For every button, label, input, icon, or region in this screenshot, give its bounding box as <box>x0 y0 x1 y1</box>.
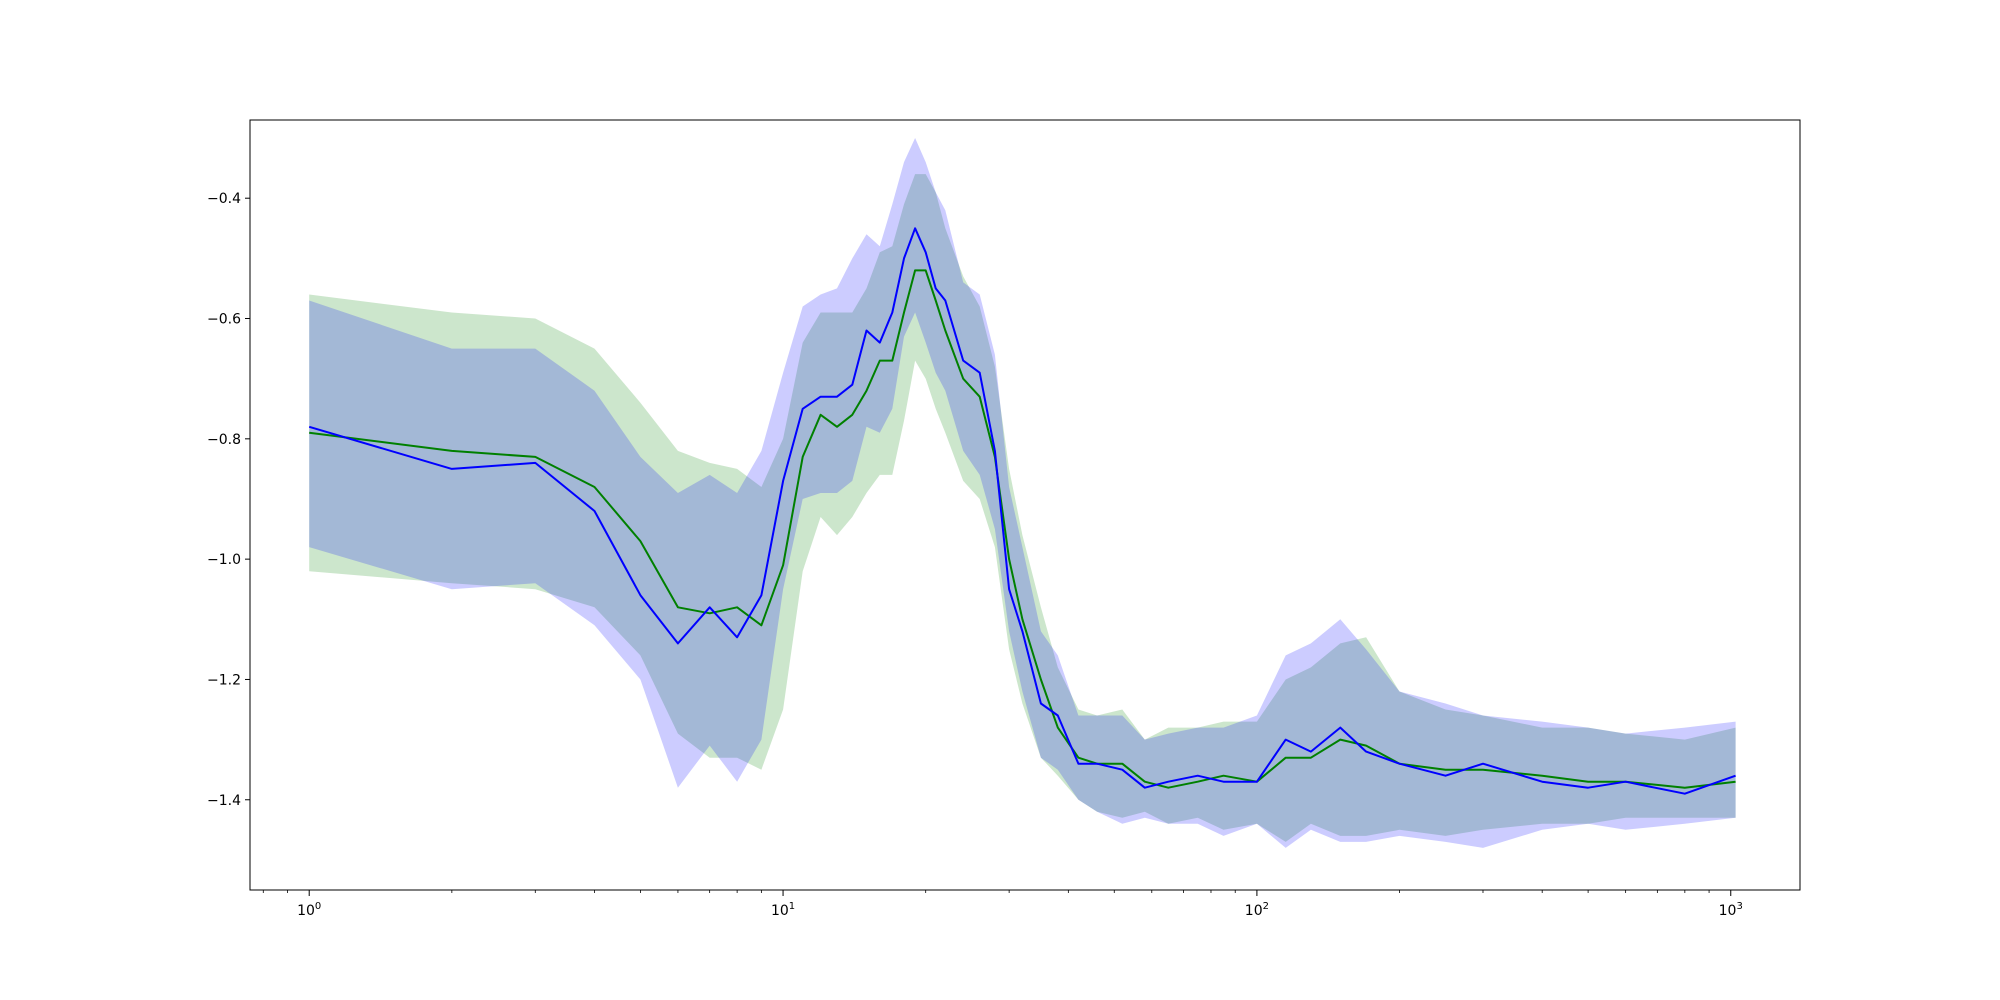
series-2-band <box>309 138 1736 848</box>
axes-frame <box>249 119 1801 891</box>
series-1-band <box>309 174 1736 842</box>
y-axis: −0.4 −0.6 −0.8 −1.0 −1.2 −1.4 <box>207 191 250 809</box>
y-tick-label: −1.4 <box>207 793 241 809</box>
y-tick-label: −1.2 <box>207 672 241 688</box>
y-tick-label: −0.6 <box>207 312 241 328</box>
plot-area <box>308 138 1736 848</box>
series-2-line <box>308 227 1736 795</box>
y-tick-label: −0.4 <box>207 191 241 207</box>
y-tick-label: −0.8 <box>207 432 241 448</box>
y-tick-label: −1.0 <box>207 552 241 568</box>
